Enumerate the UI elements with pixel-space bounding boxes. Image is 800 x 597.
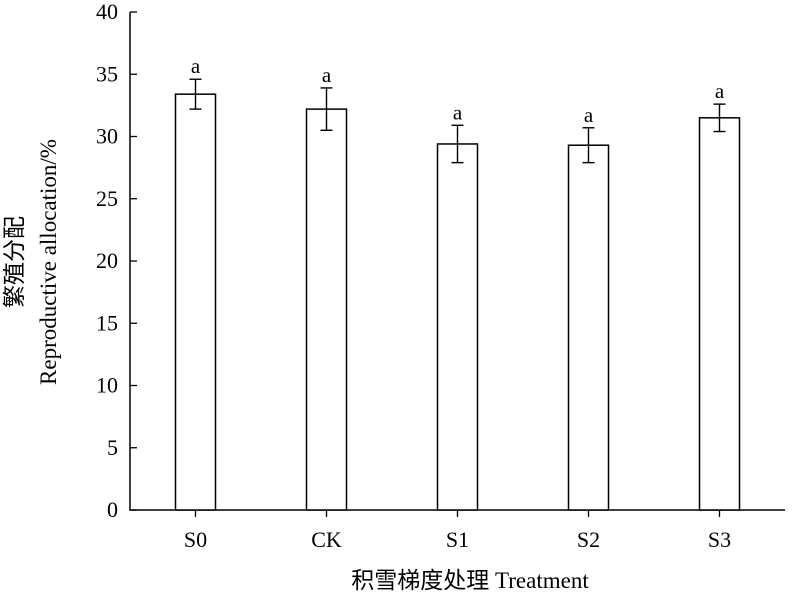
significance-label: a	[191, 54, 201, 78]
y-axis-title-en: Reproductive allocation/%	[36, 139, 61, 385]
significance-label: a	[322, 63, 332, 87]
bar	[567, 144, 610, 511]
bar	[174, 93, 217, 511]
y-tick-label: 30	[96, 124, 118, 149]
y-axis-title: 繁殖分配 Reproductive allocation/%	[2, 139, 61, 385]
x-tick-label: S0	[184, 527, 207, 552]
y-tick-label: 5	[107, 435, 118, 460]
y-tick-label: 25	[96, 186, 118, 211]
y-ticks: 0 5 10 15 20 25 30 35 40	[96, 0, 137, 522]
x-tick-label: S2	[577, 527, 600, 552]
bar	[698, 117, 741, 511]
significance-label: a	[715, 79, 725, 103]
bar	[436, 143, 479, 511]
x-ticks: S0 CK S1 S2 S3	[184, 510, 731, 552]
bar	[305, 108, 348, 511]
x-tick-label: S1	[446, 527, 469, 552]
y-tick-label: 15	[96, 310, 118, 335]
y-axis-title-cn: 繁殖分配	[2, 216, 27, 308]
y-tick-label: 40	[96, 0, 118, 24]
y-tick-label: 20	[96, 248, 118, 273]
significance-label: a	[453, 100, 463, 124]
x-tick-label: S3	[708, 527, 731, 552]
significance-label: a	[584, 103, 594, 127]
x-axis-title: 积雪梯度处理 Treatment	[351, 568, 589, 593]
bars: a a a a a	[174, 54, 741, 511]
y-tick-label: 10	[96, 373, 118, 398]
y-tick-label: 35	[96, 61, 118, 86]
x-tick-label: CK	[311, 527, 342, 552]
y-tick-label: 0	[107, 497, 118, 522]
